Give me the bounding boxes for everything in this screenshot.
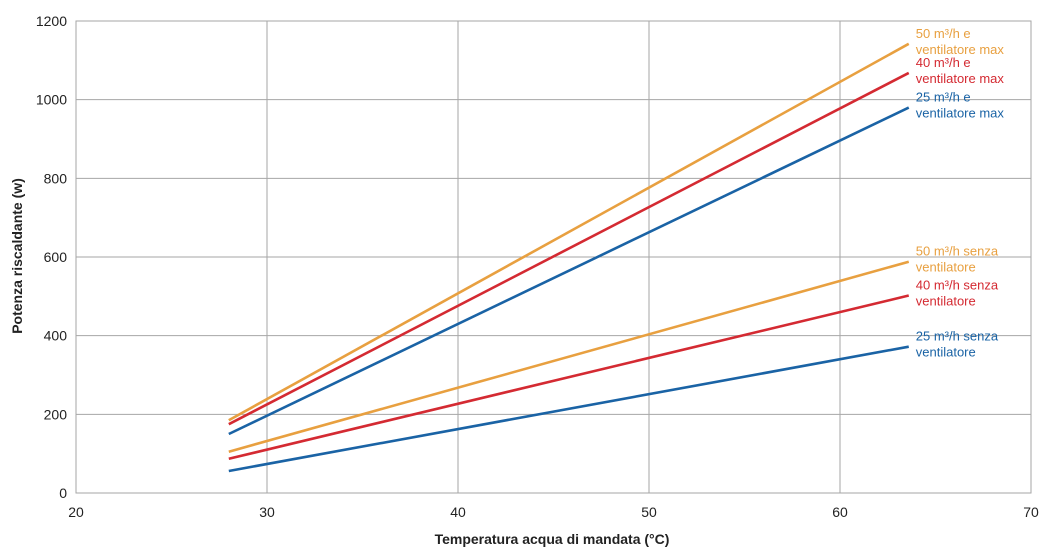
x-tick-label: 60 [832,504,848,520]
y-tick-label: 800 [44,170,68,186]
series-line [228,42,910,422]
series-label: 40 m³/h e [916,55,971,70]
x-tick-label: 40 [450,504,466,520]
y-tick-label: 1000 [36,92,67,108]
series-line [228,71,910,426]
series-label: 50 m³/h senza [916,244,999,259]
y-tick-label: 400 [44,328,68,344]
series-line [228,260,910,453]
y-tick-label: 0 [59,485,67,501]
x-tick-label: 30 [259,504,275,520]
x-tick-label: 70 [1023,504,1039,520]
plot-frame [75,20,1032,494]
y-tick-label: 600 [44,249,68,265]
series-label: 25 m³/h senza [916,329,999,344]
series-lines [228,42,910,473]
series-line [228,106,910,436]
y-tick-label: 200 [44,406,68,422]
series-label: 25 m³/h e [916,90,971,105]
series-label: ventilatore [916,260,976,275]
x-tick-label: 20 [68,504,84,520]
series-line [228,294,910,461]
y-tick-labels: 0 200 400 600 800 1000 1200 [36,13,67,501]
series-label: 50 m³/h e [916,26,971,41]
series-label: ventilatore max [916,42,1005,57]
series-label: ventilatore max [916,71,1005,86]
series-line [228,345,909,473]
x-tick-label: 50 [641,504,657,520]
x-tick-labels: 20 30 40 50 60 70 [68,504,1039,520]
y-axis-title: Potenza riscaldante (w) [9,178,25,334]
y-tick-label: 1200 [36,13,67,29]
series-label: ventilatore max [916,106,1005,121]
x-axis-title: Temperatura acqua di mandata (°C) [435,531,670,547]
series-label: ventilatore [916,294,976,309]
series-label: 40 m³/h senza [916,278,999,293]
series-label: ventilatore [916,345,976,360]
